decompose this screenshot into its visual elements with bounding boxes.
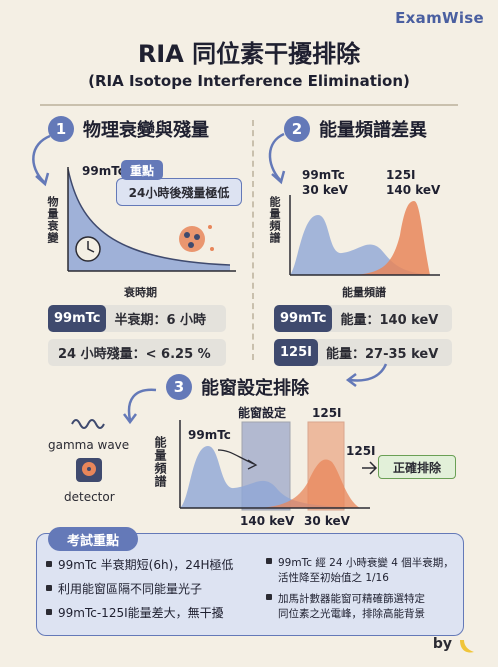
- atom-icon: [179, 225, 214, 252]
- exam-right-1: 99mTc 經 24 小時衰變 4 個半衰期， 活性降至初始值之 1/16: [266, 556, 460, 586]
- callout-box: 24小時後殘量極低: [116, 178, 242, 206]
- detector-label: detector: [64, 490, 115, 504]
- page-subtitle: (RIA Isotope Interference Elimination): [88, 72, 410, 90]
- section2-row1: 99mTc 能量：140 keV: [274, 305, 452, 332]
- half-life-text: 半衰期：6 小時: [114, 313, 207, 328]
- energy-text: 能量：27-35 keV: [325, 347, 439, 362]
- section2-arrow-icon: [268, 132, 286, 185]
- section3-arrow-right-icon: [345, 363, 388, 387]
- section2-number: 2: [284, 116, 310, 142]
- section3-arrow-icon: [123, 388, 157, 425]
- x-tick-140: 140 keV: [240, 514, 295, 528]
- exam-tag: 考試重點: [48, 527, 138, 551]
- banana-icon: [460, 640, 474, 653]
- i-label: 125I: [346, 444, 376, 458]
- section2-row2: 125I 能量：27-35 keV: [274, 339, 452, 366]
- section2-header: 2 能量頻譜差異: [284, 116, 427, 142]
- exam-left-1: 99mTc 半衰期短(6h)，24H極低: [46, 557, 234, 573]
- callout-tag: 重點: [121, 160, 163, 180]
- clock-icon: [75, 236, 101, 262]
- section1-header: 1 物理衰變與殘量: [48, 116, 209, 142]
- section1-ylabel: 物量衰變: [46, 196, 59, 244]
- section1-isotope-label: 99mTc: [82, 164, 125, 178]
- section3-header: 3 能窗設定排除: [166, 374, 309, 400]
- isotope-chip: 99mTc: [274, 305, 333, 332]
- exam-left-2: 利用能窗區隔不同能量光子: [46, 581, 202, 597]
- section1-row1: 99mTc 半衰期：6 小時: [48, 305, 226, 332]
- footer-by: by: [432, 636, 452, 652]
- spectrum-chart: [289, 195, 440, 276]
- brand-logo: ExamWise: [395, 9, 484, 27]
- window2-label: 125I: [312, 406, 342, 420]
- section1-title: 物理衰變與殘量: [83, 120, 209, 141]
- decay-chart: [67, 167, 236, 272]
- detector-icon: [76, 458, 102, 482]
- exam-left-3: 99mTc-125I能量差大，無干擾: [46, 605, 224, 621]
- section1-number: 1: [48, 116, 74, 142]
- peak1-label: 99mTc 30 keV: [302, 168, 348, 197]
- isotope-chip: 99mTc: [48, 305, 107, 332]
- section1-row2: 24 小時殘量：< 6.25 %: [48, 339, 226, 366]
- peak2-label: 125I 140 keV: [386, 168, 441, 197]
- callout-text: 24小時後殘量極低: [128, 185, 230, 200]
- verdict-arrow-icon: [362, 461, 378, 475]
- section-divider: [252, 120, 254, 360]
- residual-text: 24 小時殘量：< 6.25 %: [58, 347, 211, 362]
- section3-number: 3: [166, 374, 192, 400]
- section2-xlabel: 能量頻譜: [342, 286, 386, 299]
- gamma-label: gamma wave: [48, 438, 130, 452]
- section3-ylabel: 能量頻譜: [153, 436, 167, 488]
- x-tick-30: 30 keV: [304, 514, 350, 528]
- verdict-badge: 正確排除: [378, 455, 456, 479]
- divider: [40, 104, 458, 106]
- gamma-wave-icon: [71, 419, 105, 429]
- energy-text: 能量：140 keV: [340, 313, 439, 328]
- section1-xlabel: 衰時期: [124, 286, 157, 299]
- section1-arrow-icon: [32, 134, 51, 187]
- isotope-chip: 125I: [274, 339, 318, 366]
- window-chart: [179, 420, 370, 511]
- section2-ylabel: 能量頻譜: [268, 196, 281, 244]
- page-title: RIA 同位素干擾排除: [137, 40, 361, 68]
- exam-right-2: 加馬計數器能窗可精確篩選特定 同位素之光電峰，排除高能背景: [266, 592, 460, 622]
- section3-title: 能窗設定排除: [201, 378, 309, 399]
- section2-title: 能量頻譜差異: [319, 120, 427, 141]
- tc-label: 99mTc: [188, 428, 231, 442]
- window-label: 能窗設定: [238, 406, 287, 420]
